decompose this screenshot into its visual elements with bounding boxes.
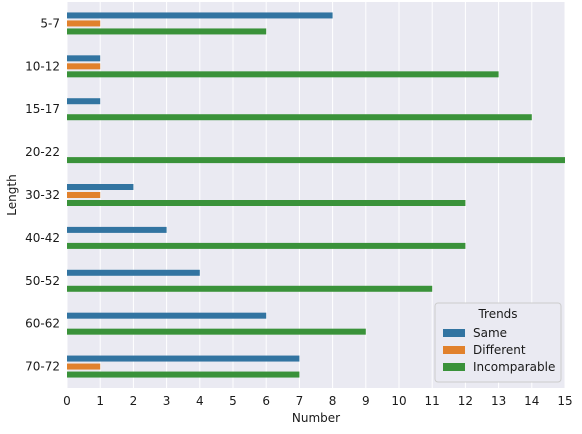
y-tick-label: 60-62	[25, 317, 60, 331]
bar-different	[67, 63, 101, 70]
y-tick-label: 40-42	[25, 231, 60, 245]
x-tick-label: 0	[63, 394, 71, 408]
bar-different	[67, 20, 101, 27]
legend-title: Trends	[477, 307, 517, 321]
legend-swatch-incomparable	[443, 363, 465, 371]
x-tick-label: 1	[96, 394, 104, 408]
y-tick-label: 5-7	[40, 16, 60, 30]
bar-incomparable	[67, 328, 366, 335]
bar-same	[67, 269, 200, 276]
x-tick-label: 2	[130, 394, 138, 408]
y-tick-label: 15-17	[25, 102, 60, 116]
x-tick-label: 4	[196, 394, 204, 408]
bar-incomparable	[67, 157, 565, 164]
bar-incomparable	[67, 71, 499, 78]
y-tick-label: 10-12	[25, 59, 60, 73]
x-tick-label: 12	[458, 394, 473, 408]
legend-items: Same Different Incomparable	[443, 326, 555, 374]
bar-same	[67, 98, 101, 105]
bar-incomparable	[67, 371, 300, 378]
y-tick-label: 50-52	[25, 274, 60, 288]
x-tick-label: 6	[262, 394, 270, 408]
bar-incomparable	[67, 200, 466, 206]
legend-label-different: Different	[473, 343, 526, 357]
x-tick-label: 10	[391, 394, 406, 408]
legend-label-incomparable: Incomparable	[473, 360, 555, 374]
bar-same	[67, 12, 333, 19]
x-axis-label: Number	[292, 411, 340, 425]
y-tick-label: 20-22	[25, 145, 60, 159]
bar-incomparable	[67, 285, 433, 292]
bar-same	[67, 184, 134, 190]
bar-same	[67, 312, 267, 319]
y-tick-label: 70-72	[25, 360, 60, 374]
bar-same	[67, 55, 101, 62]
x-tick-label: 3	[163, 394, 171, 408]
legend-swatch-same	[443, 329, 465, 337]
x-tick-labels: 0 1 2 3 4 5 6 7 8 9 10 11 12 13 14 15	[63, 394, 572, 408]
y-axis-label: Length	[5, 174, 19, 215]
legend: Trends Same Different Incomparable	[434, 302, 562, 383]
y-tick-label: 30-32	[25, 188, 60, 202]
bar-different	[67, 363, 101, 370]
x-tick-label: 7	[296, 394, 304, 408]
x-tick-label: 5	[229, 394, 237, 408]
legend-swatch-different	[443, 346, 465, 354]
grid	[66, 2, 566, 388]
bar-incomparable	[67, 114, 532, 121]
x-tick-label: 8	[329, 394, 337, 408]
bar-incomparable	[67, 242, 466, 249]
bar-incomparable	[67, 28, 267, 35]
x-tick-label: 14	[524, 394, 539, 408]
legend-box	[434, 302, 562, 383]
x-tick-label: 9	[362, 394, 370, 408]
x-tick-label: 15	[557, 394, 572, 408]
legend-label-same: Same	[473, 326, 507, 340]
x-tick-label: 13	[491, 394, 506, 408]
bars	[67, 12, 565, 378]
y-tick-labels: 5-7 10-12 15-17 20-22 30-32 40-42 50-52 60-62 70…	[25, 16, 60, 373]
x-tick-label: 11	[425, 394, 440, 408]
bar-different	[67, 192, 101, 198]
bar-same	[67, 226, 167, 233]
bar-same	[67, 355, 300, 362]
